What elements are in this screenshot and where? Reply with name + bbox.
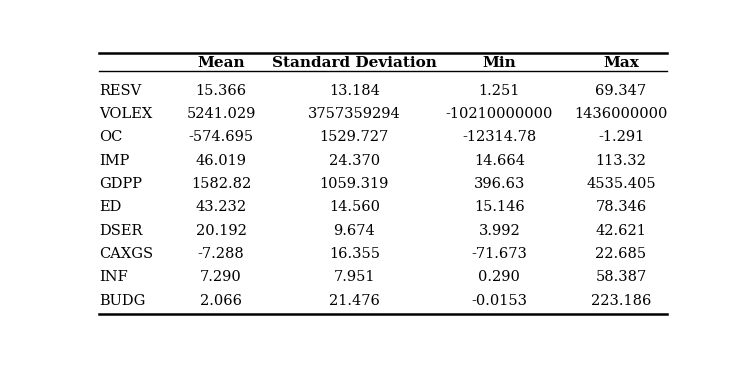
Text: 113.32: 113.32 xyxy=(595,154,646,168)
Text: 1059.319: 1059.319 xyxy=(319,177,389,191)
Text: 396.63: 396.63 xyxy=(473,177,525,191)
Text: 9.674: 9.674 xyxy=(334,224,375,238)
Text: RESV: RESV xyxy=(99,84,141,98)
Text: ED: ED xyxy=(99,201,122,214)
Text: GDPP: GDPP xyxy=(99,177,142,191)
Text: 43.232: 43.232 xyxy=(195,201,247,214)
Text: -10210000000: -10210000000 xyxy=(446,107,553,121)
Text: Max: Max xyxy=(603,56,639,70)
Text: 1529.727: 1529.727 xyxy=(319,130,389,144)
Text: -7.288: -7.288 xyxy=(197,247,245,261)
Text: CAXGS: CAXGS xyxy=(99,247,153,261)
Text: 13.184: 13.184 xyxy=(329,84,380,98)
Text: 16.355: 16.355 xyxy=(329,247,380,261)
Text: -1.291: -1.291 xyxy=(598,130,644,144)
Text: 20.192: 20.192 xyxy=(195,224,247,238)
Text: 223.186: 223.186 xyxy=(591,294,652,308)
Text: 5241.029: 5241.029 xyxy=(186,107,256,121)
Text: 15.366: 15.366 xyxy=(195,84,247,98)
Text: 15.146: 15.146 xyxy=(474,201,524,214)
Text: BUDG: BUDG xyxy=(99,294,146,308)
Text: DSER: DSER xyxy=(99,224,143,238)
Text: OC: OC xyxy=(99,130,123,144)
Text: -71.673: -71.673 xyxy=(471,247,527,261)
Text: Standard Deviation: Standard Deviation xyxy=(272,56,437,70)
Text: 1.251: 1.251 xyxy=(479,84,520,98)
Text: 7.290: 7.290 xyxy=(200,270,242,285)
Text: 21.476: 21.476 xyxy=(329,294,380,308)
Text: 14.560: 14.560 xyxy=(329,201,380,214)
Text: IMP: IMP xyxy=(99,154,129,168)
Text: VOLEX: VOLEX xyxy=(99,107,153,121)
Text: -0.0153: -0.0153 xyxy=(471,294,527,308)
Text: 78.346: 78.346 xyxy=(595,201,647,214)
Text: 58.387: 58.387 xyxy=(595,270,647,285)
Text: INF: INF xyxy=(99,270,128,285)
Text: 1582.82: 1582.82 xyxy=(191,177,251,191)
Text: -574.695: -574.695 xyxy=(188,130,254,144)
Text: 14.664: 14.664 xyxy=(473,154,525,168)
Text: Min: Min xyxy=(482,56,516,70)
Text: Mean: Mean xyxy=(197,56,245,70)
Text: 69.347: 69.347 xyxy=(595,84,646,98)
Text: 0.290: 0.290 xyxy=(479,270,520,285)
Text: 24.370: 24.370 xyxy=(329,154,380,168)
Text: -12314.78: -12314.78 xyxy=(462,130,536,144)
Text: 22.685: 22.685 xyxy=(595,247,646,261)
Text: 3757359294: 3757359294 xyxy=(308,107,401,121)
Text: 46.019: 46.019 xyxy=(195,154,247,168)
Text: 4535.405: 4535.405 xyxy=(586,177,656,191)
Text: 2.066: 2.066 xyxy=(200,294,242,308)
Text: 1436000000: 1436000000 xyxy=(574,107,668,121)
Text: 3.992: 3.992 xyxy=(479,224,520,238)
Text: 7.951: 7.951 xyxy=(334,270,375,285)
Text: 42.621: 42.621 xyxy=(595,224,646,238)
